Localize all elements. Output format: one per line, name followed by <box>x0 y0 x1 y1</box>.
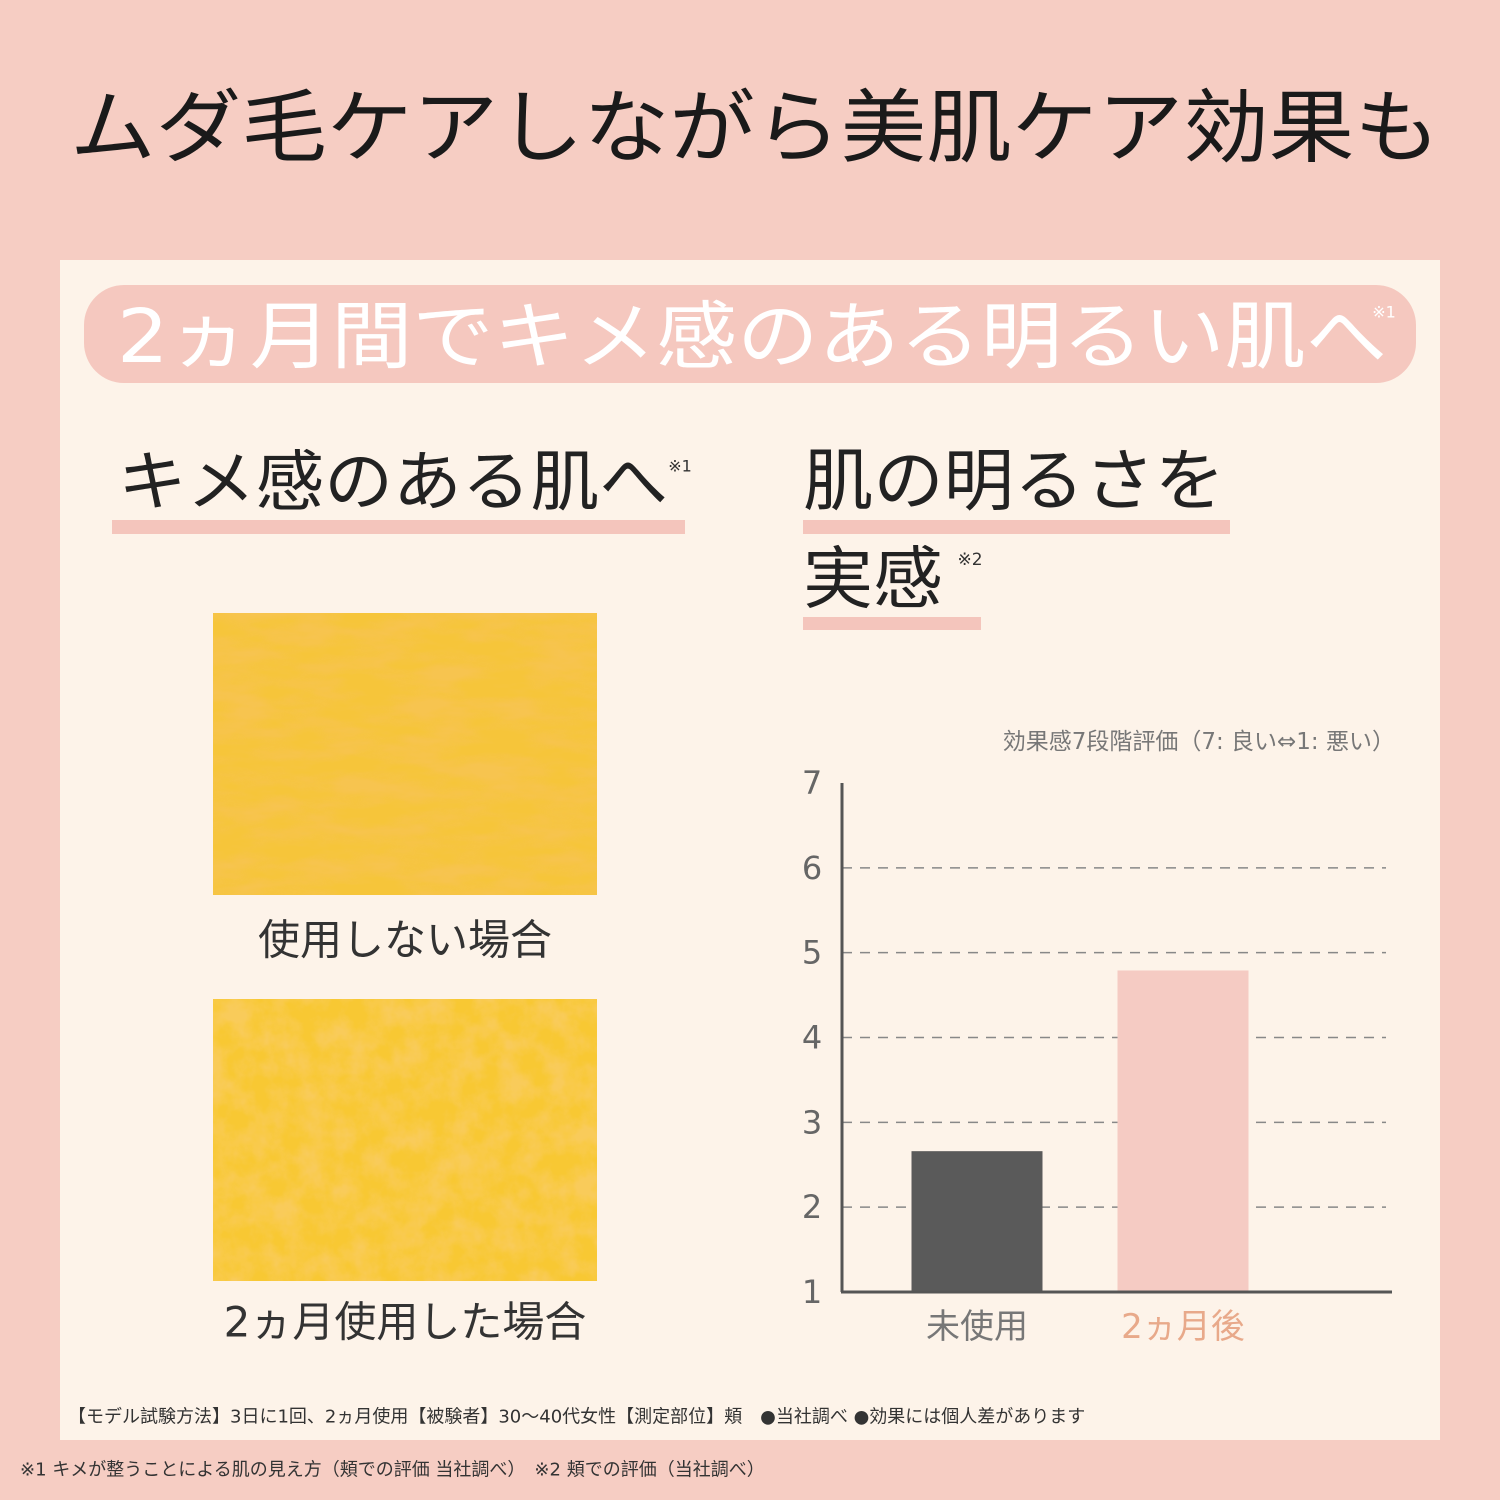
heading-underline <box>112 520 685 534</box>
heading-underline <box>803 617 981 630</box>
bar <box>1117 970 1249 1292</box>
banner <box>84 285 1416 383</box>
y-tick-label: 4 <box>802 1019 822 1057</box>
y-tick-label: 7 <box>802 764 822 802</box>
chart-title: 肌の明るさを <box>803 443 1225 522</box>
texture-overlay <box>213 613 597 895</box>
texture-overlay <box>213 999 597 1281</box>
banner-text: 2ヵ月間でキメ感のある明るい肌へ <box>117 294 1387 380</box>
texture-note: ※1 <box>668 457 692 476</box>
footer-method: 【モデル試験方法】3日に1回、2ヵ月使用【被験者】30〜40代女性【測定部位】頬… <box>68 1407 1085 1428</box>
chart-title-note: ※2 <box>957 550 982 570</box>
x-tick-label: 未使用 <box>926 1307 1028 1347</box>
main-title: ムダ毛ケアしながら美肌ケア効果も <box>70 82 1440 175</box>
banner-note: ※1 <box>1372 303 1396 322</box>
y-tick-label: 5 <box>802 934 822 972</box>
chart-subtitle: 効果感7段階評価（7: 良い⇔1: 悪い） <box>1003 729 1395 755</box>
heading-underline <box>803 520 1230 534</box>
caption: 使用しない場合 <box>258 916 552 965</box>
bar <box>911 1151 1043 1292</box>
y-tick-label: 2 <box>802 1188 822 1226</box>
bar-chart: 1 2 3 4 5 6 7 未使用 2ヵ月後 <box>802 764 1392 1347</box>
footer-notes: ※1 キメが整うことによる肌の見え方（頬での評価 当社調べ） ※2 頬での評価（… <box>20 1460 765 1481</box>
chart-title: 実感 <box>803 541 943 620</box>
texture-heading: キメ感のある肌へ <box>118 444 668 521</box>
x-tick-label: 2ヵ月後 <box>1121 1307 1245 1347</box>
y-tick-label: 1 <box>802 1273 822 1311</box>
caption: 2ヵ月使用した場合 <box>224 1298 587 1347</box>
y-tick-label: 3 <box>802 1103 822 1141</box>
y-tick-label: 6 <box>802 849 822 887</box>
